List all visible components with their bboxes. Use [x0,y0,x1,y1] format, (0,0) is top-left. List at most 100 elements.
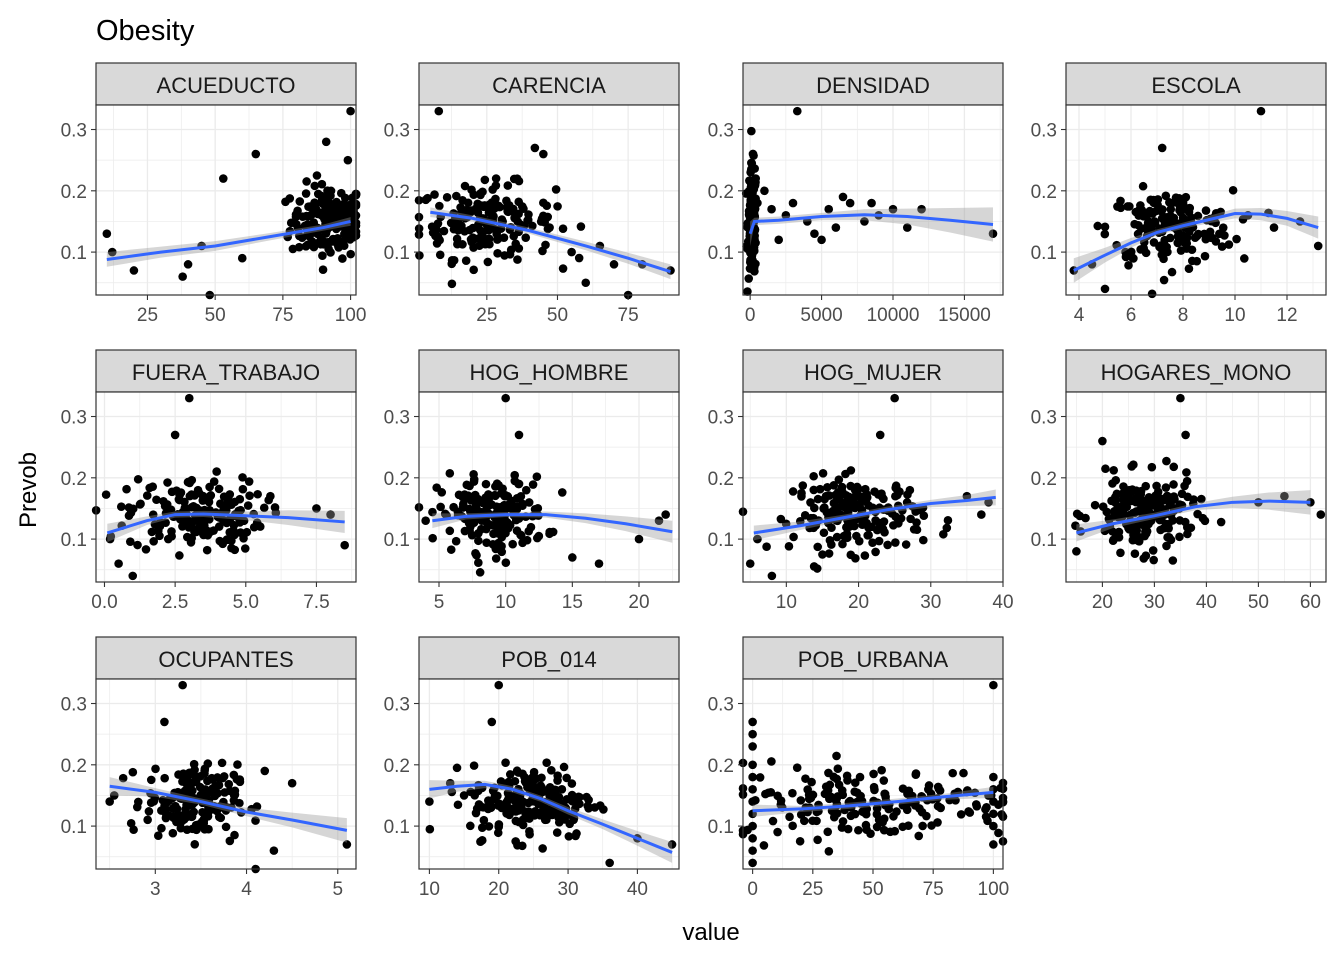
data-point [147,527,157,537]
y-tick-label: 0.2 [61,182,87,203]
data-point [815,484,825,494]
data-point [508,539,517,549]
data-point [1100,222,1110,232]
data-point [430,190,439,199]
data-point [1072,509,1082,519]
x-tick-label: 10 [419,879,440,900]
data-point [1200,251,1210,261]
x-tick-label: 15 [562,592,583,613]
data-point [818,550,827,559]
data-point [514,244,524,253]
data-point [219,797,228,807]
data-point [467,237,477,247]
data-point [748,760,757,770]
data-point [1197,494,1206,504]
data-point [501,758,510,767]
data-point [517,202,527,211]
data-point [222,499,232,509]
data-point [860,518,869,528]
data-point [849,521,859,531]
data-point [542,201,552,211]
data-point [801,774,810,783]
data-point [445,469,455,478]
data-point [464,518,474,528]
data-point [1168,556,1178,565]
data-point [146,775,156,785]
data-point [230,830,239,840]
data-point [326,248,335,257]
data-point [425,797,434,806]
data-point [471,549,480,558]
data-point [744,274,754,283]
data-point [189,501,198,511]
x-tick-label: 10 [1224,305,1245,326]
data-point [747,196,756,206]
smooth-line [748,213,994,235]
data-point [453,239,462,249]
data-point [830,490,840,500]
data-point [1071,521,1080,530]
x-tick-label: 10000 [867,305,920,326]
data-point [939,529,948,539]
y-tick-label: 0.1 [384,243,410,264]
data-point [161,813,171,823]
data-point [467,530,477,540]
data-point [1148,546,1158,555]
data-point [472,804,482,813]
data-point [962,491,972,501]
data-point [205,482,214,492]
data-point [235,798,244,808]
data-point [451,536,461,546]
data-point [553,202,562,211]
data-point [217,758,227,768]
data-point [266,491,275,501]
data-point [124,503,134,512]
facet-densidad: DENSIDAD 0.1 0.2 0.3 0 5000 10000 15000 [708,62,1004,326]
data-point [788,487,798,496]
data-point [1313,241,1323,251]
x-tick-label: 5000 [800,305,842,326]
data-point [511,797,521,807]
x-tick-label: 2.5 [162,592,188,613]
data-point [842,529,852,539]
y-tick-label: 0.3 [1031,121,1057,142]
data-point [238,484,248,494]
data-point [497,547,507,557]
data-point [346,106,355,116]
data-point [512,526,522,535]
data-point [151,764,160,774]
data-point [294,242,304,252]
data-point [460,227,469,236]
data-point [988,229,998,239]
data-point [880,789,890,799]
data-point [1098,436,1107,446]
data-point [186,538,196,547]
data-point [890,826,900,836]
data-point [1138,181,1148,191]
data-point [243,501,253,510]
data-point [175,551,184,560]
data-point [1169,480,1178,489]
data-point [936,803,945,813]
data-point [860,484,870,494]
data-point [219,492,229,501]
data-point [746,246,756,256]
data-point [862,825,871,835]
data-point [478,187,487,197]
facet-strip-label: HOG_HOMBRE [470,360,629,385]
smooth-line [432,513,673,534]
data-point [911,769,921,778]
facet-strip [418,349,680,393]
y-tick-label: 0.2 [384,469,410,490]
data-point [1072,547,1081,556]
facet-strip-label: ACUEDUCTO [157,73,296,98]
data-point [301,189,311,198]
data-point [842,523,851,532]
data-point [1184,264,1194,274]
x-tick-label: 15000 [938,305,991,326]
data-point [230,786,240,796]
data-point [942,523,952,533]
data-point [810,229,819,239]
data-point [554,818,564,827]
data-point [1175,516,1185,525]
